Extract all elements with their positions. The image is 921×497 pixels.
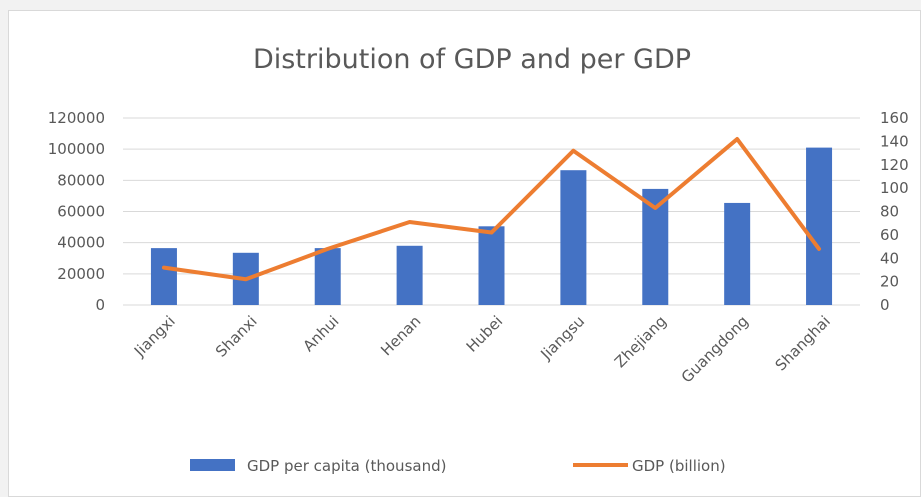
bar-hubei	[478, 226, 505, 305]
line-series	[161, 137, 822, 282]
x-tick-label: Guangdong	[678, 312, 752, 386]
y-right-tick-label: 40	[880, 249, 899, 267]
bar-anhui	[314, 248, 341, 305]
y-right-tick-label: 140	[880, 132, 909, 150]
bar-series	[150, 147, 833, 305]
bar-jiangsu	[560, 170, 587, 305]
x-tick-label: Anhui	[299, 312, 342, 355]
y-right-tick-label: 20	[880, 273, 899, 291]
y-left-tick-label: 60000	[57, 203, 105, 221]
x-tick-label: Henan	[377, 312, 424, 359]
bar-guangdong	[724, 202, 751, 305]
y-left-tick-label: 0	[95, 296, 105, 314]
chart-title: Distribution of GDP and per GDP	[253, 44, 691, 75]
x-tick-label: Shanxi	[212, 312, 261, 361]
bar-jiangxi	[150, 248, 177, 305]
y-left-tick-label: 80000	[57, 171, 105, 189]
bar-shanghai	[806, 147, 833, 305]
bar-henan	[396, 245, 423, 305]
left-y-axis: 0 20000 40000 60000 80000 100000 120000	[48, 109, 105, 314]
y-left-tick-label: 100000	[48, 140, 105, 158]
y-right-tick-label: 120	[880, 156, 909, 174]
y-right-tick-label: 60	[880, 226, 899, 244]
y-left-tick-label: 20000	[57, 265, 105, 283]
y-right-tick-label: 160	[880, 109, 909, 127]
legend-label-bar: GDP per capita (thousand)	[247, 457, 446, 475]
x-tick-label: Shanghai	[772, 312, 834, 374]
right-y-axis: 0 20 40 60 80 100 120 140 160	[880, 109, 909, 314]
x-tick-label: Jiangxi	[130, 312, 179, 361]
x-tick-label: Jiangsu	[536, 312, 588, 364]
legend-swatch-bar	[190, 459, 235, 471]
x-tick-label: Zhejiang	[611, 312, 670, 371]
y-right-tick-label: 80	[880, 203, 899, 221]
y-left-tick-label: 40000	[57, 234, 105, 252]
y-left-tick-label: 120000	[48, 109, 105, 127]
y-right-tick-label: 100	[880, 179, 909, 197]
legend-label-line: GDP (billion)	[632, 457, 726, 475]
y-right-tick-label: 0	[880, 296, 890, 314]
legend: GDP per capita (thousand) GDP (billion)	[190, 457, 726, 475]
x-tick-label: Hubei	[463, 312, 507, 356]
x-axis: Jiangxi Shanxi Anhui Henan Hubei Jiangsu Zheji…	[130, 312, 834, 386]
